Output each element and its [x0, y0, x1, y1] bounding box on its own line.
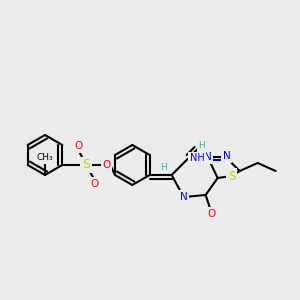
Text: O: O	[208, 209, 216, 219]
Text: N: N	[223, 151, 230, 161]
Text: N: N	[204, 152, 212, 162]
Text: CH₃: CH₃	[37, 154, 53, 163]
Text: O: O	[74, 141, 82, 151]
Text: H: H	[198, 142, 205, 151]
Text: S: S	[228, 169, 235, 182]
Text: S: S	[82, 158, 90, 172]
Text: N: N	[180, 192, 188, 202]
Text: O: O	[102, 160, 110, 170]
Text: O: O	[90, 179, 98, 189]
Text: H: H	[160, 163, 167, 172]
Text: NH: NH	[190, 153, 204, 163]
